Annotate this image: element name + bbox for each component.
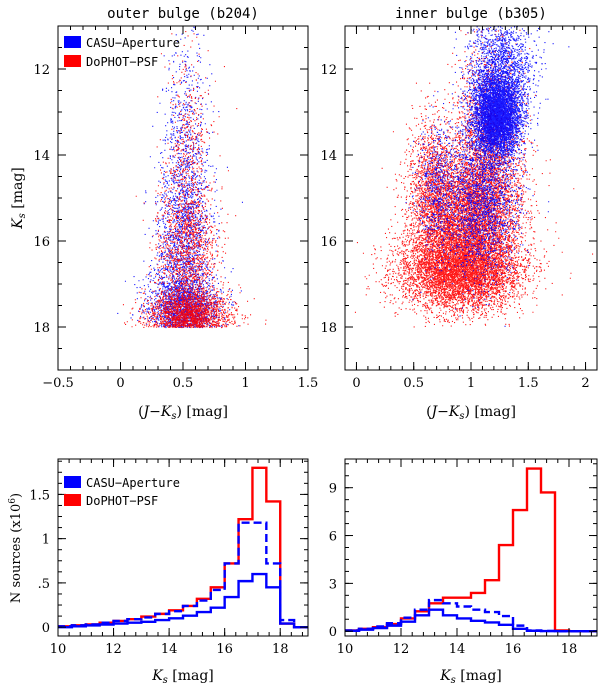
- x-axis-label-inner: (J−Ks) [mag]: [426, 404, 516, 422]
- panel-inner-bulge: inner bulge (b305) 0 0.5 1 1.5 2 12 14 16 18 (J−…: [320, 6, 598, 422]
- axis-ticks-hist-outer: 10 12 14 16 18 0 .5 1 1.5: [29, 459, 308, 657]
- x-tick-label: 12: [393, 642, 410, 657]
- y-tick-label: 16: [320, 235, 337, 250]
- legend-label-dophot: DoPHOT−PSF: [86, 55, 158, 69]
- scatter-series: [354, 28, 594, 328]
- plot-frame-inner: [344, 25, 598, 371]
- x-tick-label: 0: [352, 376, 360, 391]
- legend-swatch-casu-hist: [64, 476, 81, 488]
- legend-label-casu-hist: CASU−Aperture: [86, 476, 180, 490]
- panel-histogram-outer: 10 12 14 16 18 0 .5 1 1.5 N sources (x106) Ks [m…: [8, 458, 309, 686]
- x-tick-label: 16: [216, 642, 233, 657]
- x-tick-label: 1: [467, 376, 475, 391]
- y-tick-label: .5: [38, 577, 50, 592]
- legend-swatch-dophot-hist: [64, 494, 81, 506]
- y-tick-label: 12: [33, 63, 50, 78]
- histogram-lines-inner: [345, 467, 597, 633]
- y-axis-label-outer: Ks [mag]: [10, 167, 28, 230]
- plot-frame-outer: [57, 25, 309, 371]
- axis-ticks-outer: −0.5 0 0.5 1 1.5 12 14 16 18: [33, 25, 319, 391]
- x-tick-label: 12: [105, 642, 122, 657]
- x-tick-label: 1: [241, 376, 249, 391]
- x-tick-label: −0.5: [42, 376, 74, 391]
- histogram-step-line: [345, 608, 597, 633]
- panel-title-outer: outer bulge (b204): [107, 6, 259, 22]
- x-tick-label: 0.5: [403, 376, 424, 391]
- scatter-points-inner: [354, 26, 594, 328]
- x-tick-label: 1.5: [298, 376, 319, 391]
- x-tick-label: 14: [161, 642, 178, 657]
- y-tick-label: 0: [42, 621, 50, 636]
- x-tick-label: 0.5: [173, 376, 194, 391]
- x-tick-label: 2: [581, 376, 589, 391]
- legend-swatch-casu: [64, 36, 81, 48]
- y-tick-label: 16: [33, 235, 50, 250]
- x-tick-label: 16: [505, 642, 522, 657]
- panel-outer-bulge: outer bulge (b204) −0.5 0 0.5 1 1.512141618 …: [10, 6, 318, 422]
- scatter-series: [405, 26, 570, 327]
- y-tick-label: 14: [33, 149, 50, 164]
- plot-frame-hist-outer: [57, 458, 309, 637]
- axis-ticks-hist-inner: 10 12 14 16 18 0 3 6 9: [329, 459, 597, 657]
- y-tick-label: 18: [33, 321, 50, 336]
- y-tick-label: 1: [42, 533, 50, 548]
- y-tick-label: 9: [329, 482, 337, 497]
- axis-ticks-inner: 0 0.5 1 1.5 2 12 14 16 18: [320, 25, 598, 391]
- x-axis-label-hist-outer: Ks [mag]: [151, 668, 214, 686]
- histogram-lines-outer: [58, 466, 308, 629]
- x-tick-label: 10: [337, 642, 354, 657]
- scatter-series: [117, 26, 243, 329]
- x-tick-label: 18: [272, 642, 289, 657]
- y-tick-label: 12: [320, 63, 337, 78]
- y-tick-label: 18: [320, 321, 337, 336]
- scatter-points-outer: [117, 26, 267, 329]
- y-tick-label: 14: [320, 149, 337, 164]
- scatter-series: [122, 31, 267, 329]
- x-axis-label-hist-inner: Ks [mag]: [439, 668, 502, 686]
- y-tick-label: 3: [329, 577, 337, 592]
- legend-outer: CASU−Aperture DoPHOT−PSF: [64, 36, 180, 69]
- y-axis-label-hist: N sources (x106): [8, 493, 24, 603]
- legend-hist: CASU−Aperture DoPHOT−PSF: [64, 476, 180, 508]
- legend-label-dophot-hist: DoPHOT−PSF: [86, 494, 158, 508]
- histogram-step-line: [58, 572, 308, 629]
- x-tick-label: 14: [449, 642, 466, 657]
- x-tick-label: 10: [50, 642, 67, 657]
- legend-swatch-dophot: [64, 55, 81, 67]
- panel-title-inner: inner bulge (b305): [395, 6, 547, 22]
- x-tick-label: 18: [561, 642, 578, 657]
- histogram-step-line: [345, 598, 597, 633]
- y-tick-label: 6: [329, 530, 337, 545]
- x-axis-label-outer: (J−Ks) [mag]: [138, 404, 228, 422]
- x-tick-label: 0: [116, 376, 124, 391]
- legend-label-casu: CASU−Aperture: [86, 36, 180, 50]
- y-tick-label: 1.5: [29, 488, 50, 503]
- plot-frame-hist-inner: [344, 458, 598, 637]
- panel-histogram-inner: 10 12 14 16 18 0 3 6 9 Ks [mag]: [329, 458, 598, 686]
- x-tick-label: 1.5: [518, 376, 539, 391]
- y-tick-label: 0: [329, 625, 337, 640]
- histogram-step-line: [58, 466, 308, 629]
